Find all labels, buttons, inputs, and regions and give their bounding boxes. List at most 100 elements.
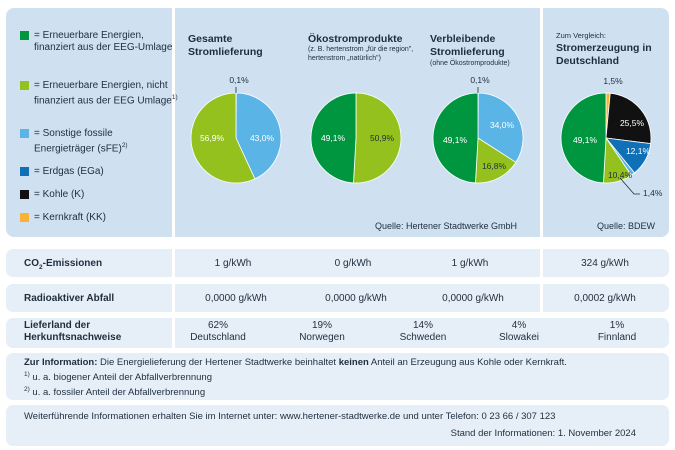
co2-value-oeko: 0 g/kWh [334, 258, 372, 269]
info-note2: u. a. fossiler Anteil der Abfallverbrenn… [29, 387, 206, 399]
herkunft-entry: 4% Slowakei [479, 320, 559, 344]
divider [172, 8, 175, 237]
pie-label: 0,1% [470, 75, 490, 85]
panel-title-gesamt: Gesamte Stromlieferung [188, 33, 263, 58]
info-post: Anteil an Erzeugung aus Kohle oder Kernk… [368, 357, 567, 368]
panel-subtitle-oeko: (z. B. hertenstrom „für die region", her… [308, 46, 414, 62]
herkunft-label-1: Lieferland der [24, 320, 91, 331]
pie-label: 0,1% [229, 75, 249, 85]
legend-swatch [20, 213, 29, 222]
herkunft-entry: 19% Norwegen [282, 320, 362, 344]
info-bold2: keinen [338, 357, 369, 368]
herkunft-row [6, 318, 669, 348]
panel-subtitle-rest: (ohne Ökostromprodukte) [430, 60, 510, 67]
legend-swatch [20, 81, 29, 90]
pie-slice-ee_unfunded [353, 92, 402, 184]
footer-line2: Stand der Informationen: 1. November 202… [450, 428, 636, 439]
herkunft-pct: 1% [609, 320, 625, 331]
legend-label: = Kohle (K) [34, 189, 85, 200]
pie-oeko: 50,9% 49,1% [310, 92, 402, 184]
legend-swatch [20, 129, 29, 138]
co2-label-sub: 2 [39, 264, 43, 271]
co2-value-rest: 1 g/kWh [451, 258, 489, 269]
panel-title-oeko: Ökostromprodukte [308, 33, 403, 45]
pie-label: 16,8% [482, 161, 507, 171]
herkunft-entry: 14% Schweden [383, 320, 463, 344]
pie-label: 25,5% [620, 118, 645, 128]
herkunft-country: Norwegen [299, 332, 345, 343]
pie-label: 49,1% [321, 133, 346, 143]
info-bold: Zur Information: [24, 357, 98, 368]
pie-label: 1,5% [603, 76, 623, 86]
pie-label: 34,0% [490, 120, 515, 130]
panel-small-vergleich: Zum Vergleich: [556, 31, 607, 40]
info-box [6, 353, 669, 400]
info-text: Zur Information: Die Energielieferung de… [24, 357, 664, 399]
radio-value-oeko: 0,0000 g/kWh [325, 293, 387, 304]
footnote-marker: 2) [24, 386, 30, 394]
herkunft-pct: 4% [511, 320, 527, 331]
herkunft-label-2: Herkunftsnachweise [24, 332, 122, 343]
footnote-marker: 1) [24, 371, 30, 378]
pie-charts: 0,1% 43,0% 56,9% 50,9% 49,1% 0,1% 34,0% 16,8% 49… [190, 75, 663, 198]
pie-slice-ee_unfunded [190, 92, 256, 184]
pie-label: 49,1% [443, 135, 468, 145]
pie-slice-ee_unfunded [475, 137, 517, 184]
herkunft-pct: 19% [311, 320, 332, 331]
herkunft-country: Schweden [399, 332, 447, 343]
co2-label-post: -Emissionen [42, 258, 103, 269]
pie-label: 43,0% [250, 133, 275, 143]
radio-label: Radioaktiver Abfall [24, 293, 115, 304]
herkunft-entry: 62% Deutschland [178, 320, 258, 344]
pie-slice-ee_funded [310, 92, 357, 184]
legend-label: = Erneuerbare Energien, nicht finanziert… [34, 80, 172, 107]
radio-value-gesamt: 0,0000 g/kWh [205, 293, 267, 304]
divider [540, 284, 543, 312]
divider [172, 318, 175, 348]
pie-slice-fossil_other [235, 92, 282, 180]
divider [540, 8, 543, 237]
source-hertener: Quelle: Hertener Stadtwerke GmbH [375, 221, 518, 231]
herkunft-pct: 62% [207, 320, 228, 331]
co2-label: CO2-Emissionen [24, 258, 102, 271]
pie-label: 56,9% [200, 133, 225, 143]
footnote-marker: 1) [171, 94, 178, 101]
divider [540, 249, 543, 277]
herkunft-country: Finnland [597, 332, 637, 343]
pie-label: 50,9% [370, 133, 395, 143]
pie-label: 12,1% [626, 146, 651, 156]
co2-label-pre: CO [24, 258, 39, 269]
pie-slice-coal [605, 92, 652, 145]
panel-title-rest: Verbleibende Stromlieferung [430, 33, 505, 58]
info-pre: Die Energielieferung der Hertener Stadtw… [97, 357, 339, 368]
divider [172, 249, 175, 277]
co2-row [6, 249, 669, 277]
footer-line1: Weiterführende Informationen erhalten Si… [24, 411, 556, 422]
legend-label: = Kernkraft (KK) [34, 212, 106, 223]
legend-swatch [20, 31, 29, 40]
pie-label: 49,1% [573, 135, 598, 145]
radio-value-vergleich: 0,0002 g/kWh [574, 293, 636, 304]
herkunft-entry: 1% Finnland [577, 320, 657, 344]
legend-label: = Erneuerbare Energien, finanziert aus d… [34, 30, 173, 53]
footer-box [6, 405, 669, 446]
footnote-marker: 2) [121, 142, 128, 149]
source-bdew: Quelle: BDEW [597, 221, 656, 231]
pie-gesamt: 0,1% 43,0% 56,9% [190, 75, 282, 184]
co2-value-vergleich: 324 g/kWh [581, 258, 629, 269]
pie-slice-ee_funded [432, 92, 479, 184]
panel-title-vergleich: Stromerzeugung in Deutschland [556, 42, 652, 67]
legend-label: = Erdgas (EGa) [34, 166, 104, 177]
info-note1: u. a. biogener Anteil der Abfallverbrenn… [29, 372, 212, 384]
pie-label: 1,4% [643, 188, 663, 198]
pie-label: 10,4% [608, 170, 633, 180]
pie-vergleich: 1,5% 25,5% 12,1% 1,4% 10,4% 49,1% [560, 76, 663, 198]
co2-value-gesamt: 1 g/kWh [214, 258, 252, 269]
herkunft-label: Lieferland der Herkunftsnachweise [24, 320, 121, 344]
leader-line [619, 177, 640, 195]
legend-swatch [20, 167, 29, 176]
herkunft-country: Slowakei [498, 332, 540, 343]
radio-row [6, 284, 669, 312]
pie-rest: 0,1% 34,0% 16,8% 49,1% [432, 75, 524, 184]
radio-value-rest: 0,0000 g/kWh [442, 293, 504, 304]
